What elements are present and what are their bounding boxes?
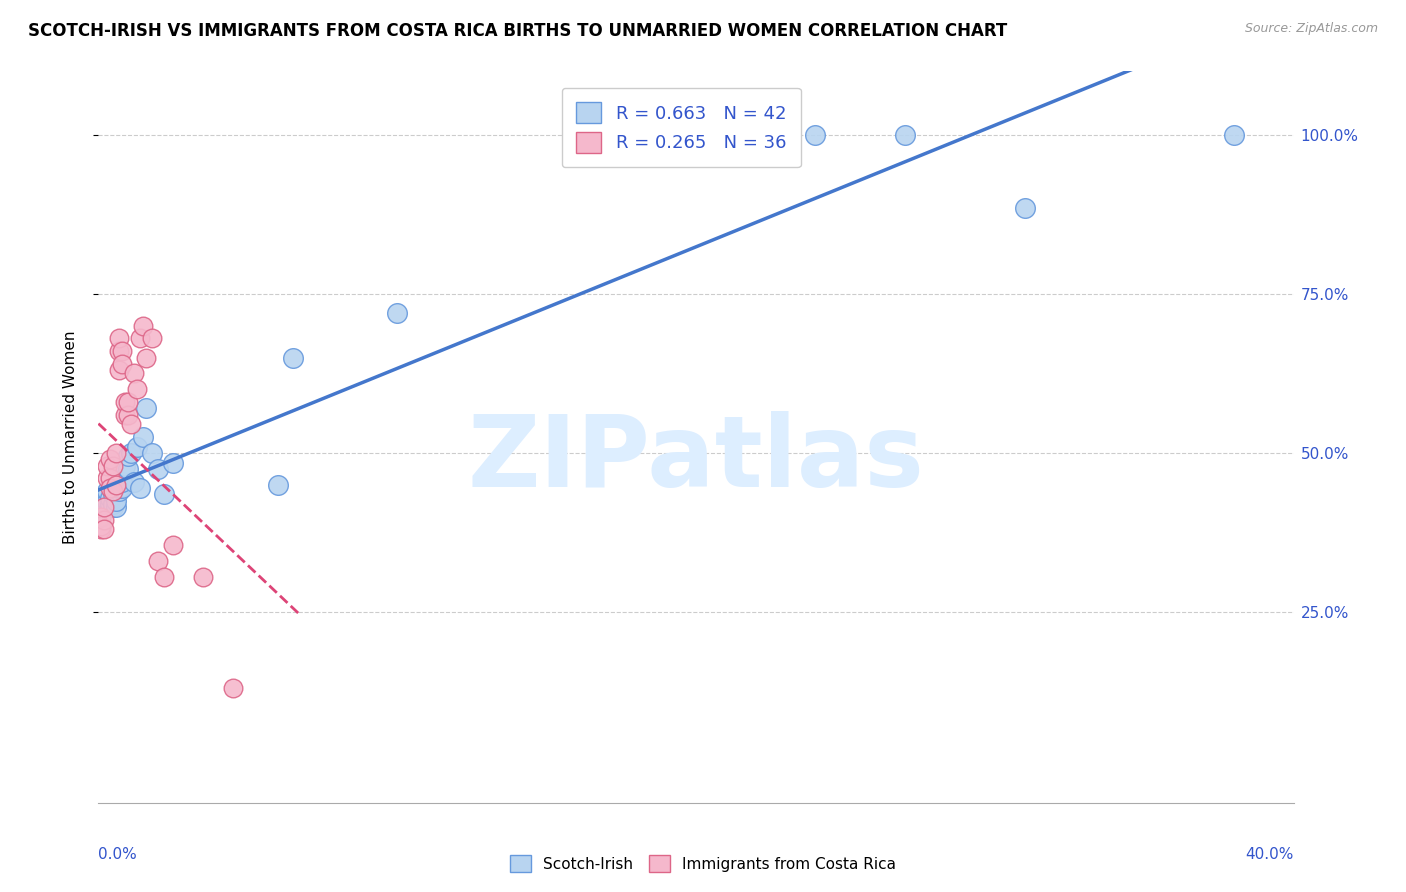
Point: [132, 318, 155, 333]
Text: SCOTCH-IRISH VS IMMIGRANTS FROM COSTA RICA BIRTHS TO UNMARRIED WOMEN CORRELATION: SCOTCH-IRISH VS IMMIGRANTS FROM COSTA RI…: [28, 22, 1007, 40]
Point: [114, 408, 136, 422]
Point: [90, 509, 112, 524]
Point: [714, 137, 737, 152]
Point: [385, 306, 409, 320]
Point: [141, 331, 163, 345]
Point: [105, 446, 128, 460]
Point: [135, 351, 157, 365]
Point: [103, 458, 125, 473]
Point: [222, 681, 245, 696]
Point: [117, 408, 139, 422]
Point: [117, 462, 139, 476]
Point: [162, 456, 184, 470]
Text: ZIPatlas: ZIPatlas: [468, 410, 924, 508]
Point: [105, 493, 128, 508]
Point: [100, 481, 122, 495]
Point: [108, 363, 131, 377]
Point: [129, 331, 152, 345]
Point: [135, 401, 157, 416]
Point: [124, 367, 146, 381]
Point: [804, 128, 827, 142]
Point: [114, 395, 136, 409]
Point: [90, 500, 112, 514]
Point: [120, 446, 142, 460]
Point: [162, 538, 184, 552]
Point: [100, 452, 122, 467]
Point: [111, 344, 134, 359]
Point: [93, 513, 115, 527]
Point: [96, 458, 118, 473]
Point: [117, 449, 139, 463]
Point: [1014, 201, 1036, 215]
Point: [610, 137, 633, 152]
Point: [111, 475, 134, 489]
Point: [90, 497, 112, 511]
Point: [103, 484, 125, 499]
Point: [90, 522, 112, 536]
Point: [267, 477, 290, 491]
Point: [103, 487, 125, 501]
Point: [96, 471, 118, 485]
Legend: Scotch-Irish, Immigrants from Costa Rica: Scotch-Irish, Immigrants from Costa Rica: [502, 847, 904, 880]
Point: [96, 500, 118, 514]
Point: [103, 500, 125, 514]
Legend: R = 0.663   N = 42, R = 0.265   N = 36: R = 0.663 N = 42, R = 0.265 N = 36: [561, 87, 800, 168]
Point: [108, 344, 131, 359]
Point: [148, 462, 170, 476]
Point: [111, 481, 134, 495]
Point: [108, 481, 131, 495]
Point: [93, 500, 115, 514]
Point: [1223, 128, 1246, 142]
Point: [105, 477, 128, 491]
Point: [281, 351, 304, 365]
Point: [93, 500, 115, 514]
Point: [100, 471, 122, 485]
Point: [114, 458, 136, 473]
Point: [129, 481, 152, 495]
Point: [90, 519, 112, 533]
Point: [96, 493, 118, 508]
Point: [132, 430, 155, 444]
Text: 0.0%: 0.0%: [98, 847, 138, 862]
Point: [148, 554, 170, 568]
Point: [100, 500, 122, 514]
Point: [191, 570, 214, 584]
Point: [93, 503, 115, 517]
Point: [141, 446, 163, 460]
Point: [100, 491, 122, 505]
Point: [108, 484, 131, 499]
Point: [127, 383, 149, 397]
Point: [117, 395, 139, 409]
Point: [153, 570, 176, 584]
Point: [124, 475, 146, 489]
Text: Source: ZipAtlas.com: Source: ZipAtlas.com: [1244, 22, 1378, 36]
Point: [93, 522, 115, 536]
Point: [153, 487, 176, 501]
Point: [111, 357, 134, 371]
Y-axis label: Births to Unmarried Women: Births to Unmarried Women: [63, 330, 77, 544]
Point: [93, 491, 115, 505]
Point: [120, 417, 142, 432]
Point: [100, 497, 122, 511]
Text: 40.0%: 40.0%: [1246, 847, 1294, 862]
Point: [894, 128, 917, 142]
Point: [96, 484, 118, 499]
Point: [108, 331, 131, 345]
Point: [127, 440, 149, 454]
Point: [103, 497, 125, 511]
Point: [105, 500, 128, 514]
